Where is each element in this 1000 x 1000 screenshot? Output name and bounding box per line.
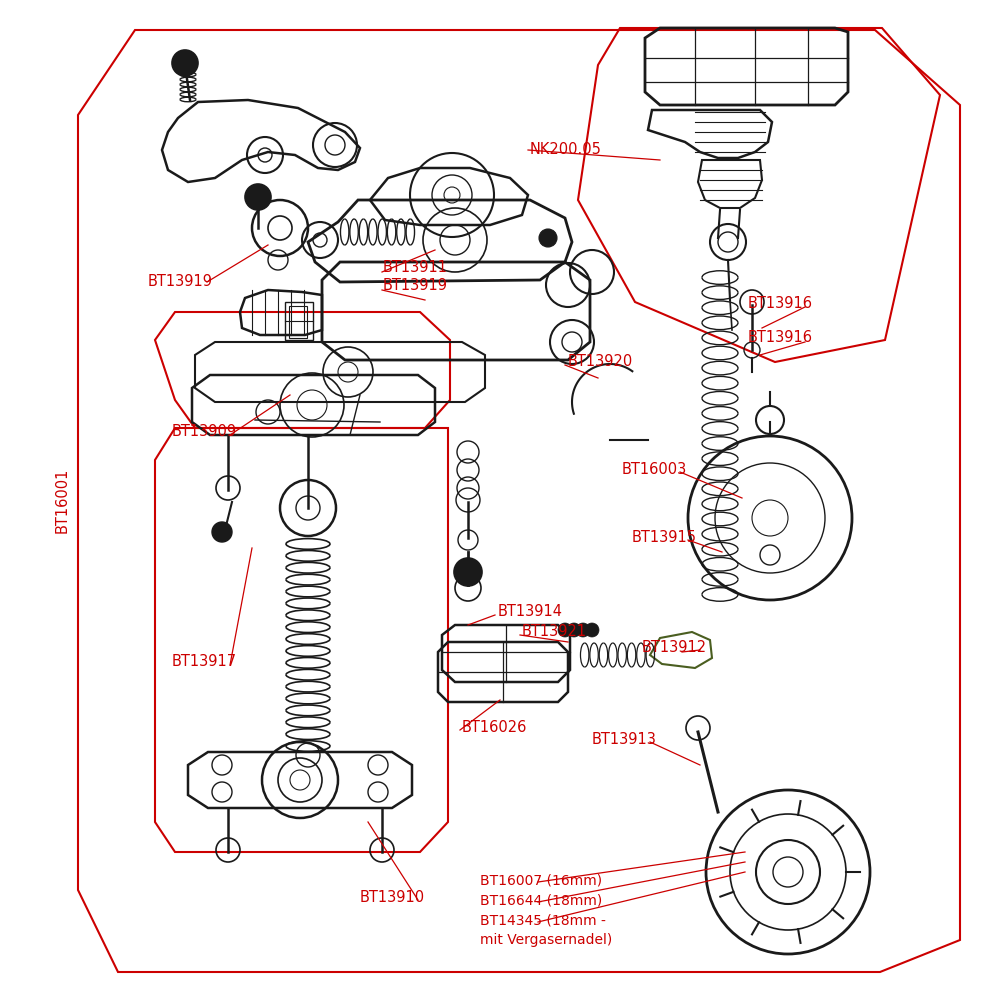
Text: NK200.05: NK200.05 [530, 142, 602, 157]
Text: BT13920: BT13920 [568, 355, 633, 369]
Text: BT13921: BT13921 [522, 624, 587, 640]
Text: BT16003: BT16003 [622, 462, 687, 478]
Circle shape [539, 229, 557, 247]
Text: BT13919: BT13919 [148, 274, 213, 290]
Circle shape [212, 522, 232, 542]
Circle shape [558, 623, 572, 637]
Circle shape [576, 623, 590, 637]
Circle shape [172, 50, 198, 76]
Text: BT13910: BT13910 [360, 890, 425, 904]
Text: BT13914: BT13914 [498, 604, 563, 619]
Circle shape [454, 558, 482, 586]
Text: BT13911: BT13911 [383, 260, 448, 275]
Text: BT16026: BT16026 [462, 720, 527, 736]
Text: mit Vergasernadel): mit Vergasernadel) [480, 933, 612, 947]
Text: BT16001: BT16001 [54, 467, 70, 533]
Text: BT13916: BT13916 [748, 296, 813, 310]
Text: BT13913: BT13913 [592, 732, 657, 748]
Text: BT13915: BT13915 [632, 530, 697, 546]
Bar [289, 306, 307, 338]
Circle shape [567, 623, 581, 637]
Text: BT16644 (18mm): BT16644 (18mm) [480, 893, 602, 907]
Circle shape [245, 184, 271, 210]
Circle shape [585, 623, 599, 637]
Text: BT16007 (16mm): BT16007 (16mm) [480, 873, 602, 887]
Text: BT13919: BT13919 [383, 278, 448, 294]
Text: BT13912: BT13912 [642, 641, 707, 656]
Text: BT13917: BT13917 [172, 654, 237, 670]
Text: BT13916: BT13916 [748, 330, 813, 346]
Text: BT13909: BT13909 [172, 424, 237, 440]
Text: BT14345 (18mm -: BT14345 (18mm - [480, 913, 606, 927]
Bar [285, 302, 313, 340]
